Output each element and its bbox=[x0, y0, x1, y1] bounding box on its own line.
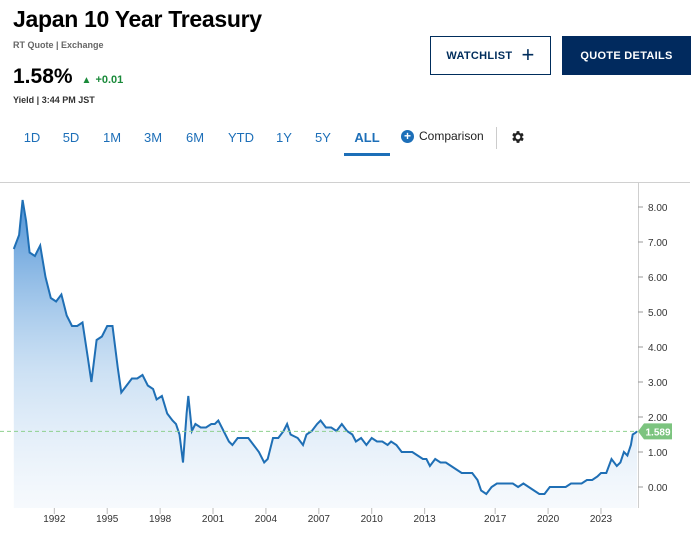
tab-3m[interactable]: 3M bbox=[143, 130, 163, 145]
x-tick-label: 2023 bbox=[590, 514, 613, 525]
current-value-label: 1.589 bbox=[645, 427, 670, 438]
y-tick-label: 6.00 bbox=[648, 273, 668, 284]
comparison-button[interactable]: + Comparison bbox=[401, 129, 484, 143]
x-tick-label: 1992 bbox=[43, 514, 66, 525]
x-tick-label: 2007 bbox=[308, 514, 331, 525]
y-axis: 8.00 7.00 6.00 5.00 4.00 3.00 2.00 1.00 0.00 bbox=[638, 203, 668, 494]
quote-source: RT Quote | Exchange bbox=[13, 40, 104, 50]
active-tab-indicator bbox=[344, 153, 390, 156]
x-tick-label: 2013 bbox=[414, 514, 437, 525]
plus-circle-icon: + bbox=[401, 129, 414, 143]
tab-5y[interactable]: 5Y bbox=[315, 130, 331, 145]
tab-5d[interactable]: 5D bbox=[62, 130, 80, 145]
current-value-badge bbox=[638, 423, 672, 440]
last-price: 1.58% bbox=[13, 65, 73, 88]
plus-icon: + bbox=[521, 41, 535, 67]
y-tick-label: 4.00 bbox=[648, 343, 668, 354]
x-tick-label: 1998 bbox=[149, 514, 172, 525]
page-title: Japan 10 Year Treasury bbox=[13, 6, 262, 32]
quote-details-label: QUOTE DETAILS bbox=[580, 49, 673, 62]
yield-chart[interactable]: 8.00 7.00 6.00 5.00 4.00 3.00 2.00 1.00 0.00 199… bbox=[0, 182, 699, 538]
x-tick-label: 2001 bbox=[202, 514, 225, 525]
gear-icon[interactable] bbox=[510, 129, 526, 145]
y-tick-label: 5.00 bbox=[648, 308, 668, 319]
quote-details-button[interactable]: QUOTE DETAILS bbox=[562, 36, 691, 75]
current-value-marker: 1.589 bbox=[638, 423, 672, 440]
tab-ytd[interactable]: YTD bbox=[228, 130, 254, 145]
y-tick-label: 3.00 bbox=[648, 378, 668, 389]
price-row: 1.58% ▲ +0.01 bbox=[13, 65, 123, 89]
comparison-label: Comparison bbox=[419, 129, 484, 143]
x-axis: 1992 1995 1998 2001 2004 2007 2010 2013 2017 2020… bbox=[43, 508, 613, 525]
toolbar-divider bbox=[496, 127, 497, 149]
tab-1d[interactable]: 1D bbox=[23, 130, 41, 145]
tab-all[interactable]: ALL bbox=[354, 130, 380, 145]
watchlist-label: WATCHLIST bbox=[446, 49, 513, 62]
yield-line bbox=[12, 199, 638, 496]
chart-grid bbox=[0, 182, 690, 508]
x-tick-label: 1995 bbox=[96, 514, 119, 525]
x-tick-label: 2017 bbox=[484, 514, 507, 525]
tab-1y[interactable]: 1Y bbox=[276, 130, 292, 145]
watchlist-button[interactable]: WATCHLIST + bbox=[430, 36, 551, 75]
y-tick-label: 2.00 bbox=[648, 413, 668, 424]
price-change: +0.01 bbox=[95, 74, 124, 86]
y-tick-label: 7.00 bbox=[648, 238, 668, 249]
y-tick-label: 8.00 bbox=[648, 203, 668, 214]
x-tick-label: 2020 bbox=[537, 514, 560, 525]
chart-area[interactable]: 8.00 7.00 6.00 5.00 4.00 3.00 2.00 1.00 0.00 199… bbox=[0, 182, 699, 538]
up-arrow-icon: ▲ bbox=[81, 75, 92, 86]
tab-1m[interactable]: 1M bbox=[102, 130, 122, 145]
tab-6m[interactable]: 6M bbox=[185, 130, 205, 145]
x-tick-label: 2010 bbox=[361, 514, 384, 525]
yield-timestamp: Yield | 3:44 PM JST bbox=[13, 95, 95, 105]
yield-area-fill bbox=[13, 200, 638, 508]
y-tick-label: 0.00 bbox=[648, 483, 668, 494]
x-tick-label: 2004 bbox=[255, 514, 278, 525]
y-tick-label: 1.00 bbox=[648, 448, 668, 459]
